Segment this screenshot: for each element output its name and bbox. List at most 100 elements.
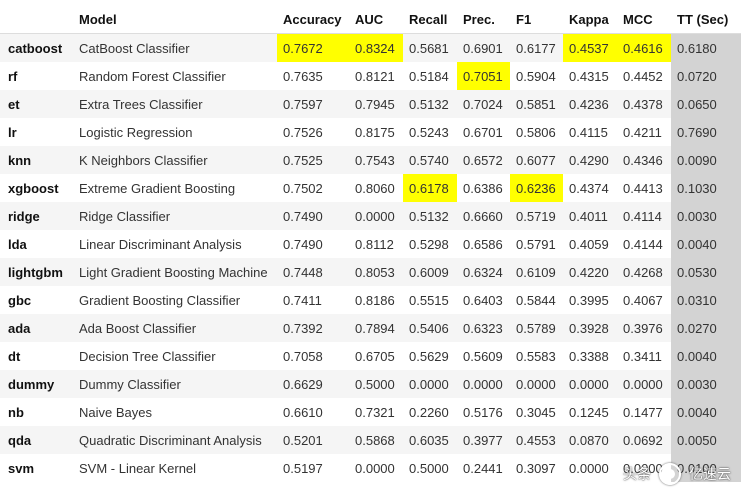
- cell-mcc: 0.4268: [617, 258, 671, 286]
- cell-mcc: 0.4067: [617, 286, 671, 314]
- cell-prec: 0.2441: [457, 454, 510, 482]
- cell-f1: 0.4553: [510, 426, 563, 454]
- cell-auc: 0.5000: [349, 370, 403, 398]
- cell-prec: 0.6586: [457, 230, 510, 258]
- cell-kappa: 0.4236: [563, 90, 617, 118]
- cell-prec: 0.5176: [457, 398, 510, 426]
- cell-kappa: 0.4220: [563, 258, 617, 286]
- model-name: K Neighbors Classifier: [73, 146, 277, 174]
- row-index: knn: [0, 146, 73, 174]
- cell-prec: 0.7024: [457, 90, 510, 118]
- cell-accuracy: 0.7490: [277, 202, 349, 230]
- table-row: ridge Ridge Classifier 0.7490 0.0000 0.5132 0…: [0, 202, 741, 230]
- cell-recall: 0.5681: [403, 33, 457, 62]
- cell-kappa: 0.3995: [563, 286, 617, 314]
- model-name: Quadratic Discriminant Analysis: [73, 426, 277, 454]
- model-name: SVM - Linear Kernel: [73, 454, 277, 482]
- header-recall: Recall: [403, 5, 457, 34]
- cell-recall: 0.5184: [403, 62, 457, 90]
- header-prec: Prec.: [457, 5, 510, 34]
- row-index: lda: [0, 230, 73, 258]
- cell-auc: 0.0000: [349, 202, 403, 230]
- model-comparison-table: Model Accuracy AUC Recall Prec. F1 Kappa MCC TT …: [0, 5, 741, 482]
- cell-kappa: 0.0000: [563, 454, 617, 482]
- cell-mcc: 0.4211: [617, 118, 671, 146]
- cell-prec: 0.6323: [457, 314, 510, 342]
- cell-auc: 0.8324: [349, 33, 403, 62]
- cell-recall: 0.5132: [403, 90, 457, 118]
- table-row: knn K Neighbors Classifier 0.7525 0.7543 0.5…: [0, 146, 741, 174]
- cell-recall: 0.6178: [403, 174, 457, 202]
- cell-mcc: 0.3411: [617, 342, 671, 370]
- header-auc: AUC: [349, 5, 403, 34]
- row-index: et: [0, 90, 73, 118]
- cell-prec: 0.5609: [457, 342, 510, 370]
- row-index: ada: [0, 314, 73, 342]
- cell-f1: 0.3045: [510, 398, 563, 426]
- table-row: xgboost Extreme Gradient Boosting 0.7502 0.…: [0, 174, 741, 202]
- table-row: ada Ada Boost Classifier 0.7392 0.7894 0.540…: [0, 314, 741, 342]
- watermark-logo-icon: [659, 463, 681, 485]
- cell-recall: 0.2260: [403, 398, 457, 426]
- cell-auc: 0.0000: [349, 454, 403, 482]
- cell-tt-sec: 0.1030: [671, 174, 741, 202]
- cell-mcc: 0.4144: [617, 230, 671, 258]
- cell-tt-sec: 0.7690: [671, 118, 741, 146]
- cell-prec: 0.0000: [457, 370, 510, 398]
- cell-kappa: 0.3388: [563, 342, 617, 370]
- cell-f1: 0.6109: [510, 258, 563, 286]
- cell-prec: 0.6572: [457, 146, 510, 174]
- cell-auc: 0.6705: [349, 342, 403, 370]
- row-index: qda: [0, 426, 73, 454]
- watermark-left-text: 头条: [623, 467, 651, 483]
- cell-mcc: 0.4346: [617, 146, 671, 174]
- cell-accuracy: 0.7058: [277, 342, 349, 370]
- cell-auc: 0.7321: [349, 398, 403, 426]
- cell-prec: 0.3977: [457, 426, 510, 454]
- cell-f1: 0.5789: [510, 314, 563, 342]
- table-row: svm SVM - Linear Kernel 0.5197 0.0000 0.5000…: [0, 454, 741, 482]
- row-index: svm: [0, 454, 73, 482]
- cell-tt-sec: 0.0040: [671, 342, 741, 370]
- watermark: 头条 亿速云: [623, 463, 731, 485]
- model-name: Ada Boost Classifier: [73, 314, 277, 342]
- cell-accuracy: 0.5197: [277, 454, 349, 482]
- model-name: Random Forest Classifier: [73, 62, 277, 90]
- cell-auc: 0.8186: [349, 286, 403, 314]
- cell-tt-sec: 0.0040: [671, 398, 741, 426]
- table-row: lda Linear Discriminant Analysis 0.7490 0.8…: [0, 230, 741, 258]
- cell-auc: 0.8121: [349, 62, 403, 90]
- table-header-row: Model Accuracy AUC Recall Prec. F1 Kappa MCC TT …: [0, 5, 741, 34]
- cell-mcc: 0.3976: [617, 314, 671, 342]
- table-row: qda Quadratic Discriminant Analysis 0.5201…: [0, 426, 741, 454]
- cell-auc: 0.7543: [349, 146, 403, 174]
- cell-recall: 0.5740: [403, 146, 457, 174]
- cell-accuracy: 0.7490: [277, 230, 349, 258]
- cell-f1: 0.6177: [510, 33, 563, 62]
- cell-recall: 0.5000: [403, 454, 457, 482]
- cell-f1: 0.5904: [510, 62, 563, 90]
- cell-mcc: 0.4452: [617, 62, 671, 90]
- cell-prec: 0.6660: [457, 202, 510, 230]
- cell-accuracy: 0.7411: [277, 286, 349, 314]
- model-name: Naive Bayes: [73, 398, 277, 426]
- cell-accuracy: 0.7635: [277, 62, 349, 90]
- cell-mcc: 0.4413: [617, 174, 671, 202]
- cell-auc: 0.8112: [349, 230, 403, 258]
- row-index: nb: [0, 398, 73, 426]
- cell-prec: 0.6901: [457, 33, 510, 62]
- cell-accuracy: 0.7392: [277, 314, 349, 342]
- cell-mcc: 0.4114: [617, 202, 671, 230]
- cell-kappa: 0.0000: [563, 370, 617, 398]
- cell-mcc: 0.4616: [617, 33, 671, 62]
- cell-prec: 0.6403: [457, 286, 510, 314]
- row-index: gbc: [0, 286, 73, 314]
- cell-auc: 0.8175: [349, 118, 403, 146]
- table-row: nb Naive Bayes 0.6610 0.7321 0.2260 0.5176 0.3…: [0, 398, 741, 426]
- header-mcc: MCC: [617, 5, 671, 34]
- table-row: lightgbm Light Gradient Boosting Machine 0…: [0, 258, 741, 286]
- model-name: Dummy Classifier: [73, 370, 277, 398]
- cell-kappa: 0.4115: [563, 118, 617, 146]
- header-kappa: Kappa: [563, 5, 617, 34]
